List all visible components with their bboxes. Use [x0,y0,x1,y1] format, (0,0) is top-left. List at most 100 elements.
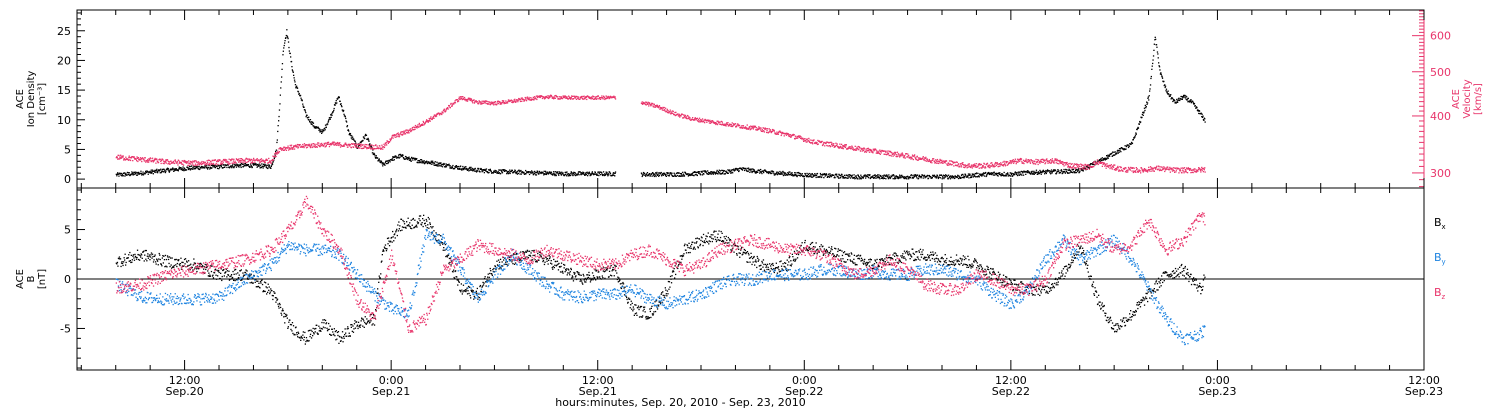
velocity-series-point [339,142,340,143]
velocity-series-2-point [1083,165,1084,166]
density-series-point [484,172,485,173]
velocity-series-2-point [699,118,700,119]
density-series-2-point [970,175,971,176]
velocity-series-2-point [899,154,900,155]
velocity-series-2-point [736,125,737,126]
velocity-series-2-point [1058,163,1059,164]
density-series-2-point [1125,148,1126,149]
velocity-series-point [615,96,616,97]
velocity-series-2-point [734,124,735,125]
velocity-series-2-point [962,162,963,163]
density-series-point [238,164,239,165]
velocity-series-point [419,123,420,124]
density-series-2-point [1148,96,1149,97]
velocity-series-2-point [1117,166,1118,167]
velocity-series-point [350,144,351,145]
velocity-series-point [485,103,486,104]
velocity-series-2-point [911,157,912,158]
density-series-point [448,164,449,165]
density-series-2-point [659,175,660,176]
density-series-point [392,158,393,159]
density-series-2-point [1004,172,1005,173]
density-series-2-point [958,178,959,179]
density-series-2-point [1176,102,1177,103]
velocity-series-2-point [842,145,843,146]
velocity-series-2-point [856,149,857,150]
velocity-series-point [238,158,239,159]
velocity-series-2-point [686,118,687,119]
velocity-series-2-point [853,147,854,148]
velocity-series-2-point [858,149,859,150]
density-series-2-point [806,173,807,174]
velocity-series-2-point [727,124,728,125]
density-series-point [578,174,579,175]
velocity-series-2-point [957,162,958,163]
velocity-series-2-point [769,128,770,129]
velocity-series-2-point [974,164,975,165]
density-series-point [589,172,590,173]
density-series-point [148,174,149,175]
density-series-2-point [1177,102,1178,103]
velocity-series-2-point [1085,169,1086,170]
velocity-series-2-point [758,126,759,127]
density-series-2-point [1125,145,1126,146]
velocity-series-point [359,148,360,149]
density-series-point [496,171,497,172]
density-series-point [165,172,166,173]
density-series-point [580,172,581,173]
density-series-point [490,169,491,170]
density-series-point [594,174,595,175]
density-series-point [192,167,193,168]
velocity-series-2-point [729,125,730,126]
velocity-series-point [167,159,168,160]
density-series-2-point [645,176,646,177]
density-series-point [534,171,535,172]
velocity-series-point [596,96,597,97]
density-series-point [340,101,341,102]
velocity-series-2-point [774,130,775,131]
density-series-point [140,171,141,172]
velocity-series-2-point [1094,161,1095,162]
density-series-point [345,116,346,117]
density-series-2-point [661,172,662,173]
velocity-series-point [378,148,379,149]
density-series-point [266,165,267,166]
velocity-series-2-point [652,103,653,104]
velocity-series-2-point [1004,161,1005,162]
density-series-2-point [1057,169,1058,170]
density-series-point [310,122,311,123]
velocity-series-2-point [897,156,898,157]
velocity-series-2-point [1056,160,1057,161]
velocity-series-2-point [1077,164,1078,165]
velocity-series-2-point [894,154,895,155]
density-series-point [544,171,545,172]
density-series-point [152,170,153,171]
velocity-series-point [170,161,171,162]
velocity-series-point [488,101,489,102]
velocity-series-2-point [1107,165,1108,166]
density-series-point [292,71,293,72]
density-series-point [320,129,321,130]
density-series-2-point [733,168,734,169]
velocity-series-2-point [840,146,841,147]
velocity-series-2-point [828,145,829,146]
density-series-point [437,164,438,165]
density-series-point [384,165,385,166]
velocity-series-point [473,99,474,100]
density-series-point [333,111,334,112]
velocity-series-2-point [895,152,896,153]
velocity-series-2-point [925,157,926,158]
density-series-point [318,130,319,131]
velocity-series-2-point [1045,162,1046,163]
velocity-series-point [399,135,400,136]
density-series-point [281,81,282,82]
velocity-series-point [194,160,195,161]
velocity-series-2-point [999,166,1000,167]
velocity-series-point [395,137,396,138]
density-series-2-point [857,178,858,179]
density-series-2-point [968,177,969,178]
density-series-2-point [872,175,873,176]
velocity-series-2-point [1072,163,1073,164]
velocity-series-2-point [997,164,998,165]
density-series-2-point [797,176,798,177]
